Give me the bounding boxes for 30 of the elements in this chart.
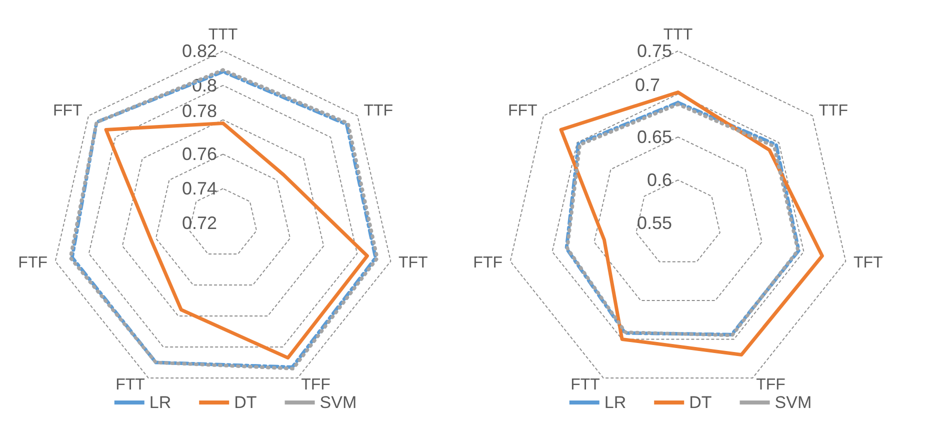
legend-label: DT (689, 393, 712, 412)
spoke-label: TTT (208, 26, 238, 44)
spoke-label: TFT (853, 254, 884, 272)
spoke-label: TTF (818, 102, 848, 120)
y-tick-label: 0.55 (636, 213, 672, 233)
legend-label: LR (604, 393, 626, 412)
spoke-label: TFF (301, 376, 331, 394)
spoke-label: TTT (663, 26, 693, 44)
legend-label: LR (149, 393, 172, 412)
y-tick-label: 0.7 (634, 75, 660, 95)
spoke-label: FTF (18, 254, 48, 272)
y-tick-label: 0.82 (182, 41, 217, 61)
legend-label: SVM (320, 393, 357, 412)
y-tick-label: 0.6 (646, 170, 672, 190)
legend-label: SVM (774, 393, 812, 412)
spoke-label: FFT (52, 102, 82, 120)
y-tick-label: 0.78 (182, 100, 217, 121)
legend-label: DT (234, 393, 257, 412)
spoke-label: FTT (116, 376, 146, 394)
y-tick-label: 0.65 (636, 127, 672, 147)
spoke-label: TFF (756, 376, 786, 394)
spoke-label: TTF (364, 102, 394, 120)
y-tick-label: 0.74 (182, 178, 217, 199)
spoke-label: FTT (570, 376, 600, 394)
spoke-label: TFT (398, 254, 428, 272)
spoke-label: FFT (508, 102, 538, 120)
y-tick-label: 0.76 (182, 144, 217, 164)
y-tick-label: 0.72 (182, 213, 217, 233)
y-tick-label: 0.75 (636, 41, 672, 61)
spoke-label: FTF (473, 254, 503, 272)
